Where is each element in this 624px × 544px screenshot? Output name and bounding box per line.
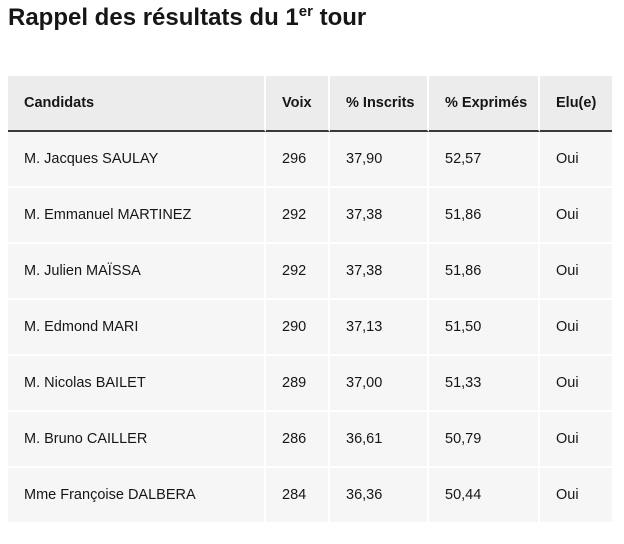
header-voix: Voix xyxy=(266,76,330,132)
cell-elu: Oui xyxy=(540,188,612,244)
page-title: Rappel des résultats du 1er tour xyxy=(8,2,366,34)
table-row: M. Nicolas BAILET 289 37,00 51,33 Oui xyxy=(8,356,612,412)
cell-pct-exprimes: 50,44 xyxy=(429,468,540,524)
cell-pct-exprimes: 51,50 xyxy=(429,300,540,356)
cell-pct-inscrits: 37,38 xyxy=(330,244,429,300)
cell-voix: 290 xyxy=(266,300,330,356)
header-pct-exprimes: % Exprimés xyxy=(429,76,540,132)
cell-voix: 296 xyxy=(266,132,330,188)
cell-candidate: M. Nicolas BAILET xyxy=(8,356,266,412)
cell-voix: 286 xyxy=(266,412,330,468)
cell-voix: 284 xyxy=(266,468,330,524)
results-table: Candidats Voix % Inscrits % Exprimés Elu… xyxy=(8,76,612,524)
cell-pct-exprimes: 51,33 xyxy=(429,356,540,412)
cell-candidate: M. Edmond MARI xyxy=(8,300,266,356)
table-row: M. Emmanuel MARTINEZ 292 37,38 51,86 Oui xyxy=(8,188,612,244)
cell-elu: Oui xyxy=(540,356,612,412)
table-row: M. Jacques SAULAY 296 37,90 52,57 Oui xyxy=(8,132,612,188)
cell-voix: 292 xyxy=(266,188,330,244)
cell-elu: Oui xyxy=(540,132,612,188)
table-row: M. Julien MAÏSSA 292 37,38 51,86 Oui xyxy=(8,244,612,300)
table-row: M. Edmond MARI 290 37,13 51,50 Oui xyxy=(8,300,612,356)
header-candidats: Candidats xyxy=(8,76,266,132)
title-end-text: tour xyxy=(312,4,367,31)
header-pct-inscrits: % Inscrits xyxy=(330,76,429,132)
table-row: M. Bruno CAILLER 286 36,61 50,79 Oui xyxy=(8,412,612,468)
cell-pct-exprimes: 51,86 xyxy=(429,244,540,300)
cell-candidate: M. Bruno CAILLER xyxy=(8,412,266,468)
cell-pct-exprimes: 52,57 xyxy=(429,132,540,188)
header-elu: Elu(e) xyxy=(540,76,612,132)
cell-voix: 289 xyxy=(266,356,330,412)
cell-elu: Oui xyxy=(540,300,612,356)
cell-candidate: M. Julien MAÏSSA xyxy=(8,244,266,300)
cell-pct-exprimes: 51,86 xyxy=(429,188,540,244)
cell-pct-inscrits: 37,00 xyxy=(330,356,429,412)
table-row: Mme Françoise DALBERA 284 36,36 50,44 Ou… xyxy=(8,468,612,524)
cell-pct-inscrits: 37,38 xyxy=(330,188,429,244)
cell-pct-inscrits: 37,13 xyxy=(330,300,429,356)
cell-candidate: M. Emmanuel MARTINEZ xyxy=(8,188,266,244)
title-main-text: Rappel des résultats du 1 xyxy=(8,4,299,31)
header-row: Candidats Voix % Inscrits % Exprimés Elu… xyxy=(8,76,612,132)
cell-pct-exprimes: 50,79 xyxy=(429,412,540,468)
cell-pct-inscrits: 37,90 xyxy=(330,132,429,188)
cell-candidate: M. Jacques SAULAY xyxy=(8,132,266,188)
title-superscript: er xyxy=(298,3,313,20)
cell-elu: Oui xyxy=(540,412,612,468)
cell-elu: Oui xyxy=(540,468,612,524)
cell-elu: Oui xyxy=(540,244,612,300)
cell-pct-inscrits: 36,36 xyxy=(330,468,429,524)
cell-candidate: Mme Françoise DALBERA xyxy=(8,468,266,524)
results-table-body: M. Jacques SAULAY 296 37,90 52,57 Oui M.… xyxy=(8,132,612,524)
cell-pct-inscrits: 36,61 xyxy=(330,412,429,468)
results-table-header: Candidats Voix % Inscrits % Exprimés Elu… xyxy=(8,76,612,132)
cell-voix: 292 xyxy=(266,244,330,300)
